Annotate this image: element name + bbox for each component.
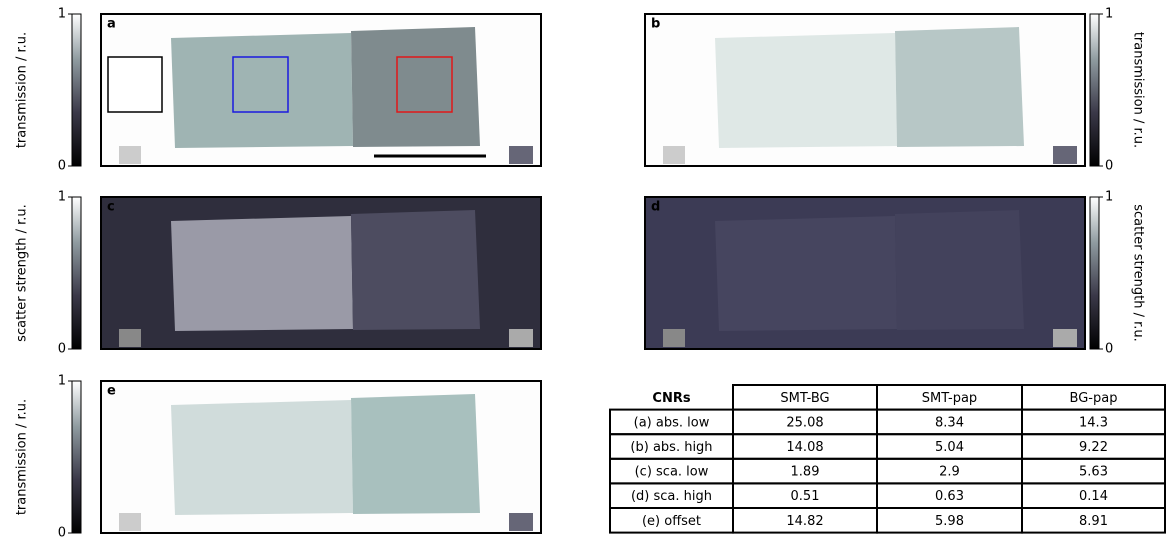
table-value: 2.9	[939, 465, 960, 480]
colorbar-label: transmission / r.u.	[15, 32, 30, 148]
colorbar-label: transmission / r.u.	[15, 399, 30, 515]
panel-label: c	[107, 200, 115, 215]
colorbar-label: scatter strength / r.u.	[15, 204, 30, 342]
sheet	[715, 33, 897, 148]
panel-label: a	[107, 17, 116, 32]
colorbar	[1089, 196, 1100, 350]
image-panel: a	[100, 13, 542, 167]
object	[509, 146, 533, 164]
table-value: 5.04	[935, 440, 964, 455]
table-value: 0.63	[935, 489, 964, 504]
tick-label: 1	[58, 374, 66, 389]
object	[663, 329, 685, 347]
roi-box	[396, 56, 453, 113]
table-value: 9.22	[1079, 440, 1108, 455]
tick-label: 0	[58, 159, 66, 174]
sheet	[351, 27, 480, 147]
table-header: SMT-BG	[780, 391, 829, 406]
roi-box	[107, 56, 163, 113]
sheet	[351, 210, 480, 330]
tick-label: 0	[1105, 342, 1113, 357]
table-value: (c) sca. low	[635, 465, 709, 480]
object	[1053, 329, 1077, 347]
table-value: (e) offset	[642, 514, 701, 529]
table-value: 25.08	[786, 415, 823, 430]
table-value: 1.89	[791, 465, 820, 480]
panel-label: e	[107, 384, 116, 399]
panel-label: b	[651, 17, 660, 32]
image-panel: b	[644, 13, 1086, 167]
tick-label: 1	[1105, 7, 1113, 22]
table-value: (a) abs. low	[634, 415, 710, 430]
panel-frame	[100, 13, 542, 167]
panel-frame	[644, 13, 1086, 167]
table-value: 8.34	[935, 415, 964, 430]
colorbar	[71, 196, 82, 350]
tick-label: 0	[58, 526, 66, 537]
object	[509, 513, 533, 531]
panel-frame	[100, 196, 542, 350]
table-header: SMT-pap	[922, 391, 977, 406]
object	[119, 146, 141, 164]
colorbar	[1089, 13, 1100, 167]
tick-label: 1	[1105, 190, 1113, 205]
table-cell	[1021, 507, 1166, 534]
panel-label: d	[651, 200, 660, 215]
object	[1053, 146, 1077, 164]
tick-label: 0	[1105, 159, 1113, 174]
sheet	[171, 33, 353, 148]
table-value: 14.82	[786, 514, 823, 529]
sheet	[895, 27, 1024, 147]
table-value: 0.14	[1079, 489, 1108, 504]
table-value: 8.91	[1079, 514, 1108, 529]
table-value: (b) abs. high	[630, 440, 712, 455]
tick-label: 1	[58, 190, 66, 205]
image-panel: e	[100, 380, 542, 534]
object	[663, 146, 685, 164]
panel-frame	[100, 380, 542, 534]
table-header: CNRs	[652, 391, 690, 406]
table-value: 5.98	[935, 514, 964, 529]
tick-label: 0	[58, 342, 66, 357]
table-value: (d) sca. high	[631, 489, 712, 504]
image-panel: c	[100, 196, 542, 350]
table-value: 14.3	[1079, 415, 1108, 430]
colorbar	[71, 380, 82, 534]
sheet	[895, 210, 1024, 330]
panel-frame	[644, 196, 1086, 350]
table-value: 14.08	[786, 440, 823, 455]
roi-box	[232, 56, 289, 113]
table-value: 5.63	[1079, 465, 1108, 480]
tick-label: 1	[58, 7, 66, 22]
image-panel: d	[644, 196, 1086, 350]
sheet	[171, 400, 353, 515]
object	[119, 513, 141, 531]
colorbar-label: scatter strength / r.u.	[1131, 204, 1146, 342]
colorbar-label: transmission / r.u.	[1131, 32, 1146, 148]
sheet	[351, 394, 480, 514]
sheet	[171, 216, 353, 331]
table-value: 0.51	[791, 489, 820, 504]
sheet	[715, 216, 897, 331]
table-cell	[1021, 384, 1166, 411]
object	[509, 329, 533, 347]
object	[119, 329, 141, 347]
table-header: BG-pap	[1070, 391, 1118, 406]
colorbar	[71, 13, 82, 167]
